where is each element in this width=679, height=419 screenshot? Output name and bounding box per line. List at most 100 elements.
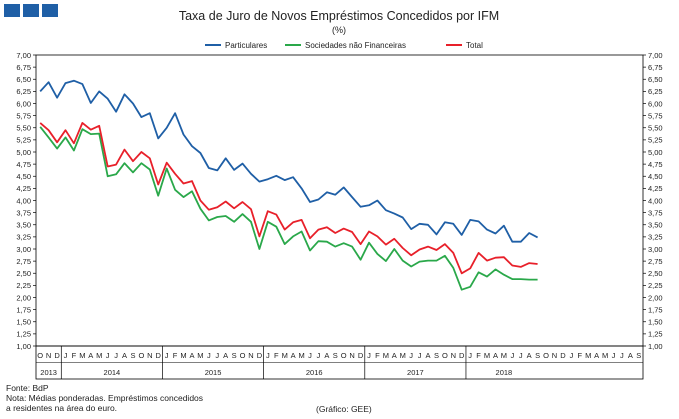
year-label: 2015 [205, 368, 222, 377]
series-line [39, 79, 539, 243]
x-tick-label: J [266, 351, 270, 360]
x-tick-label: F [577, 351, 582, 360]
x-tick-label: J [106, 351, 110, 360]
x-tick-label: A [223, 351, 228, 360]
x-tick-label: M [484, 351, 490, 360]
x-tick-label: J [165, 351, 169, 360]
x-tick-label: M [501, 351, 507, 360]
y-tick-label-right: 5,25 [648, 136, 663, 145]
x-tick-label: O [341, 351, 347, 360]
y-tick-label-left: 5,25 [16, 136, 31, 145]
x-tick-label: M [96, 351, 102, 360]
y-tick-label-left: 2,50 [16, 269, 31, 278]
x-tick-label: J [620, 351, 624, 360]
y-tick-label-left: 5,00 [16, 148, 31, 157]
y-tick-label-left: 2,25 [16, 281, 31, 290]
y-tick-label-right: 2,25 [648, 281, 663, 290]
x-tick-label: A [392, 351, 397, 360]
legend: Particulares Sociedades não Financeiras To… [205, 41, 483, 50]
x-tick-label: J [114, 351, 118, 360]
y-tick-label-right: 3,50 [648, 221, 663, 230]
logo-block [23, 4, 39, 17]
method-note: Nota: Médias ponderadas. Empréstimos con… [6, 393, 204, 403]
x-tick-label: S [535, 351, 540, 360]
x-tick-label: A [628, 351, 633, 360]
x-tick-label: J [468, 351, 472, 360]
x-tick-label: O [240, 351, 246, 360]
y-tick-label-left: 4,75 [16, 160, 31, 169]
y-tick-label-right: 6,50 [648, 75, 663, 84]
x-tick-label: A [122, 351, 127, 360]
chart-title: Taxa de Juro de Novos Empréstimos Conced… [179, 9, 499, 23]
x-tick-label: M [180, 351, 186, 360]
x-tick-label: J [367, 351, 371, 360]
x-tick-label: D [358, 351, 364, 360]
x-tick-label: J [569, 351, 573, 360]
x-tick-label: D [560, 351, 566, 360]
logo-block [4, 4, 20, 17]
chart-credit: (Gráfico: GEE) [316, 404, 372, 414]
series-line [39, 126, 538, 291]
y-tick-label-right: 2,00 [648, 293, 663, 302]
x-tick-label: A [324, 351, 329, 360]
y-tick-label-left: 3,25 [16, 233, 31, 242]
x-tick-label: J [308, 351, 312, 360]
footnotes: Fonte: BdP Nota: Médias ponderadas. Empr… [6, 383, 203, 413]
x-tick-label: M [400, 351, 406, 360]
y-tick-label-right: 4,75 [648, 160, 663, 169]
x-tick-label: J [409, 351, 413, 360]
y-tick-label-right: 4,00 [648, 196, 663, 205]
source-note: Fonte: BdP [6, 383, 49, 393]
year-label: 2014 [104, 368, 121, 377]
x-tick-label: J [207, 351, 211, 360]
y-tick-label-right: 3,25 [648, 233, 663, 242]
y-tick-label-right: 4,50 [648, 172, 663, 181]
y-tick-label-right: 3,75 [648, 208, 663, 217]
y-tick-label-left: 3,75 [16, 208, 31, 217]
x-tick-label: A [527, 351, 532, 360]
y-tick-label-left: 6,50 [16, 75, 31, 84]
x-tick-label: M [197, 351, 203, 360]
y-tick-label-left: 2,75 [16, 257, 31, 266]
x-tick-label: J [519, 351, 523, 360]
x-tick-label: S [434, 351, 439, 360]
x-tick-label: A [189, 351, 194, 360]
x-tick-label: F [375, 351, 380, 360]
year-label: 2016 [306, 368, 323, 377]
x-tick-label: N [349, 351, 354, 360]
y-tick-label-left: 7,00 [16, 51, 31, 60]
legend-label: Sociedades não Financeiras [305, 41, 406, 50]
x-tick-label: O [37, 351, 43, 360]
x-tick-label: M [383, 351, 389, 360]
x-tick-label: M [298, 351, 304, 360]
x-tick-label: F [274, 351, 279, 360]
x-tick-label: S [333, 351, 338, 360]
y-tick-label-left: 4,50 [16, 172, 31, 181]
y-tick-label-left: 1,50 [16, 318, 31, 327]
x-tick-label: J [317, 351, 321, 360]
y-tick-label-right: 5,50 [648, 124, 663, 133]
y-tick-label-left: 4,25 [16, 184, 31, 193]
brand-logo [4, 4, 61, 22]
y-tick-label-left: 6,00 [16, 99, 31, 108]
x-tick-label: S [130, 351, 135, 360]
x-tick-label: D [54, 351, 60, 360]
y-tick-label-left: 4,00 [16, 196, 31, 205]
y-tick-label-right: 6,25 [648, 87, 663, 96]
y-tick-label-right: 5,75 [648, 111, 663, 120]
x-tick-label: F [476, 351, 481, 360]
series-line [39, 122, 538, 275]
plot-frame [35, 54, 644, 347]
chart-subtitle: (%) [332, 25, 346, 35]
y-tick-label-right: 4,25 [648, 184, 663, 193]
x-tick-label: N [248, 351, 253, 360]
y-tick-label-right: 1,75 [648, 305, 663, 314]
y-tick-label-left: 5,75 [16, 111, 31, 120]
y-tick-label-right: 3,00 [648, 245, 663, 254]
logo-block [42, 4, 58, 17]
y-tick-label-left: 5,50 [16, 124, 31, 133]
series-layer [39, 79, 539, 291]
x-tick-label: J [64, 351, 68, 360]
